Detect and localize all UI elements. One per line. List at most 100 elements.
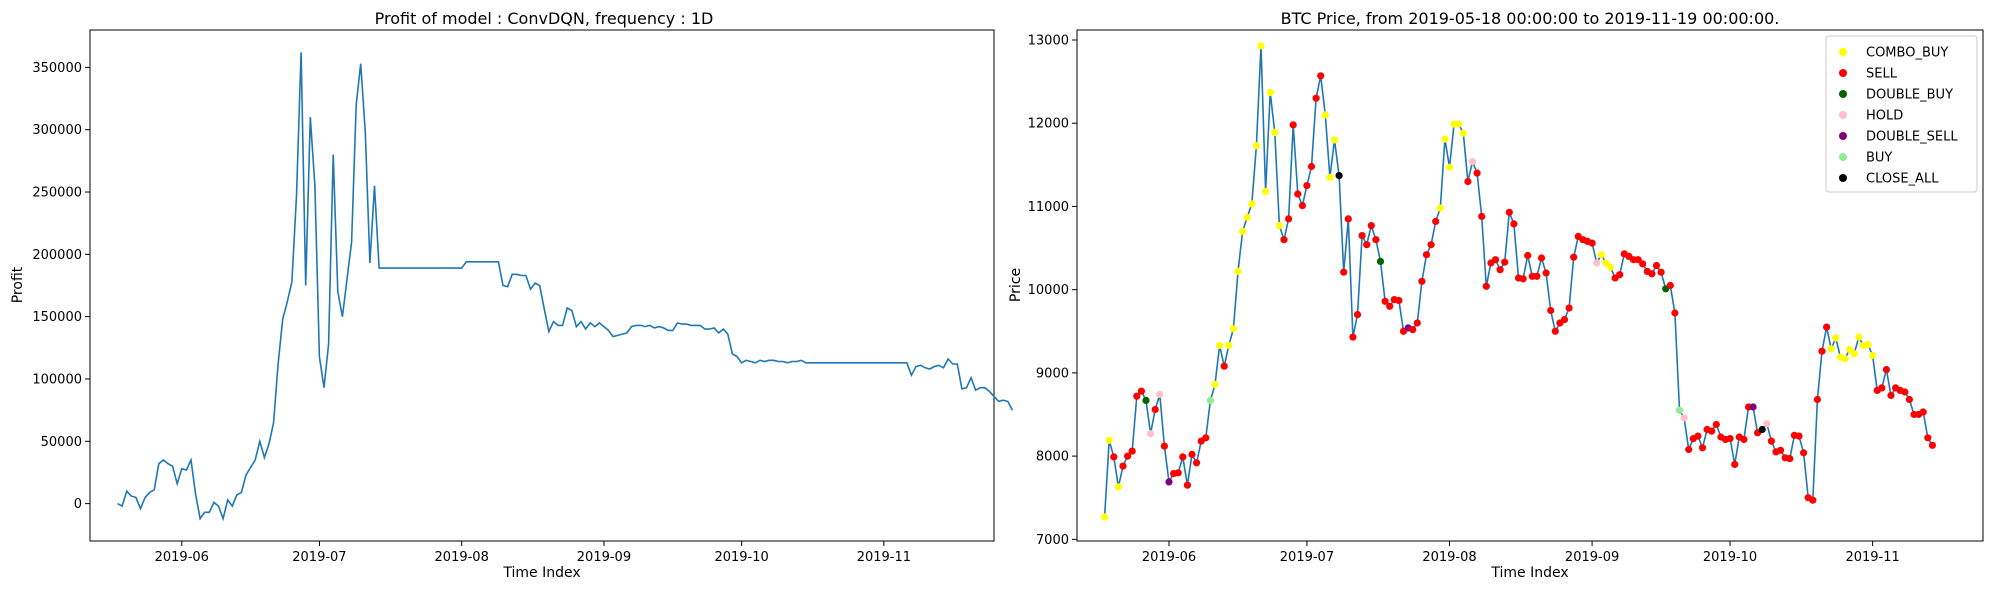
price-chart-title: BTC Price, from 2019-05-18 00:00:00 to 2… [1281, 9, 1780, 28]
y-tick-label: 150000 [32, 310, 82, 325]
action-marker-combo-buy [1266, 88, 1274, 96]
action-marker-sell [1202, 434, 1210, 442]
action-marker-sell [1537, 254, 1546, 262]
profit-y-axis: 0 50000 100000 150000 200000 250000 300000 3500… [32, 61, 90, 512]
action-marker-sell [1652, 261, 1661, 270]
action-marker-sell [1501, 258, 1509, 266]
action-marker-buy [1206, 396, 1214, 404]
y-tick-label: 200000 [32, 248, 82, 263]
action-marker-double-sell [1749, 403, 1757, 411]
x-tick-label: 2019-07 [1280, 550, 1334, 565]
profit-series-line [117, 52, 1014, 522]
profit-y-axis-label: Profit [10, 266, 26, 303]
legend-box [1825, 35, 1978, 193]
action-marker-sell [1882, 366, 1890, 374]
action-marker-sell [1726, 435, 1734, 443]
profit-chart: Profit of model : ConvDQN, frequency : 1… [10, 9, 1014, 581]
action-marker-sell [1542, 269, 1550, 277]
action-marker-combo-buy [1864, 341, 1872, 349]
action-marker-sell [1551, 327, 1559, 335]
legend-label: DOUBLE_BUY [1866, 88, 1953, 103]
y-tick-label: 50000 [41, 435, 82, 450]
action-marker-sell [1418, 277, 1426, 285]
action-marker-sell [1809, 496, 1817, 504]
action-marker-combo-buy [1445, 163, 1454, 171]
action-marker-sell [1174, 469, 1182, 477]
action-marker-sell [1179, 453, 1187, 461]
action-marker-sell [1482, 282, 1490, 290]
action-marker-combo-buy [1229, 325, 1237, 333]
action-marker-combo-buy [1225, 341, 1233, 349]
action-marker-sell [1395, 296, 1403, 305]
action-marker-sell [1694, 432, 1702, 440]
action-marker-sell [1616, 271, 1624, 279]
action-marker-hold [1763, 420, 1771, 428]
action-marker-sell [1786, 455, 1794, 463]
action-marker-sell [1731, 460, 1739, 468]
action-marker-hold [1680, 414, 1688, 422]
action-marker-sell [1124, 452, 1132, 460]
action-marker-combo-buy [1841, 355, 1849, 363]
action-marker-combo-buy [1602, 259, 1610, 267]
action-marker-sell [1588, 239, 1596, 247]
action-marker-sell [1409, 326, 1417, 334]
action-marker-combo-buy [1211, 380, 1219, 389]
action-marker-sell [1367, 222, 1375, 230]
action-marker-sell [1188, 450, 1196, 458]
action-marker-sell [1110, 453, 1118, 461]
x-tick-label: 2019-06 [155, 550, 209, 565]
action-marker-sell [1767, 437, 1775, 445]
action-marker-sell [1671, 309, 1679, 317]
action-marker-combo-buy [1321, 111, 1329, 119]
action-marker-combo-buy [1455, 120, 1463, 128]
action-marker-combo-buy [1441, 135, 1449, 143]
legend-marker [1839, 48, 1847, 56]
x-tick-label: 2019-10 [1703, 550, 1757, 565]
legend-label: SELL [1866, 67, 1898, 82]
action-marker-combo-buy [1271, 128, 1279, 136]
y-tick-label: 350000 [32, 61, 82, 76]
action-marker-sell [1307, 162, 1316, 171]
legend-label: BUY [1866, 151, 1892, 166]
legend-marker [1839, 132, 1847, 140]
action-marker-sell [1119, 462, 1127, 470]
action-marker-sell [1777, 446, 1785, 454]
action-marker-sell [1280, 236, 1288, 244]
action-marker-sell [1220, 362, 1228, 370]
action-marker-sell [1133, 392, 1141, 400]
profit-chart-title: Profit of model : ConvDQN, frequency : 1… [375, 9, 714, 28]
y-tick-label: 8000 [1036, 450, 1069, 465]
x-tick-label: 2019-07 [292, 550, 346, 565]
action-marker-hold [1593, 259, 1601, 267]
x-tick-label: 2019-09 [577, 550, 631, 565]
action-marker-sell [1353, 311, 1362, 319]
action-marker-sell [1303, 182, 1311, 190]
x-tick-label: 2019-10 [714, 550, 768, 565]
action-marker-sell [1363, 241, 1371, 249]
profit-x-axis: 2019-06 2019-07 2019-08 2019-09 2019-10 2019-… [155, 541, 911, 565]
y-tick-label: 100000 [32, 372, 82, 387]
action-marker-combo-buy [1855, 333, 1863, 341]
action-marker-sell [1823, 323, 1831, 331]
action-marker-sell [1183, 481, 1191, 489]
action-marker-buy [1675, 406, 1684, 414]
action-marker-sell [1818, 347, 1826, 355]
action-marker-combo-buy [1243, 213, 1251, 221]
x-tick-label: 2019-11 [857, 550, 911, 565]
legend-marker [1839, 69, 1847, 77]
price-y-axis: 7000 8000 9000 10000 11000 12000 13000 [1028, 33, 1077, 548]
action-marker-double-buy [1376, 257, 1385, 265]
legend-marker [1839, 174, 1847, 182]
action-marker-sell [1298, 202, 1306, 210]
action-marker-sell [1349, 333, 1357, 341]
y-tick-label: 0 [74, 497, 82, 512]
action-marker-sell [1560, 316, 1569, 324]
action-marker-sell [1795, 432, 1803, 440]
action-marker-combo-buy [1252, 142, 1260, 150]
action-marker-sell [1905, 395, 1913, 404]
action-marker-combo-buy [1216, 341, 1224, 349]
action-marker-sell [1510, 220, 1518, 228]
action-marker-sell [1505, 208, 1513, 216]
action-marker-sell [1878, 384, 1886, 392]
action-marker-sell [1340, 268, 1348, 276]
